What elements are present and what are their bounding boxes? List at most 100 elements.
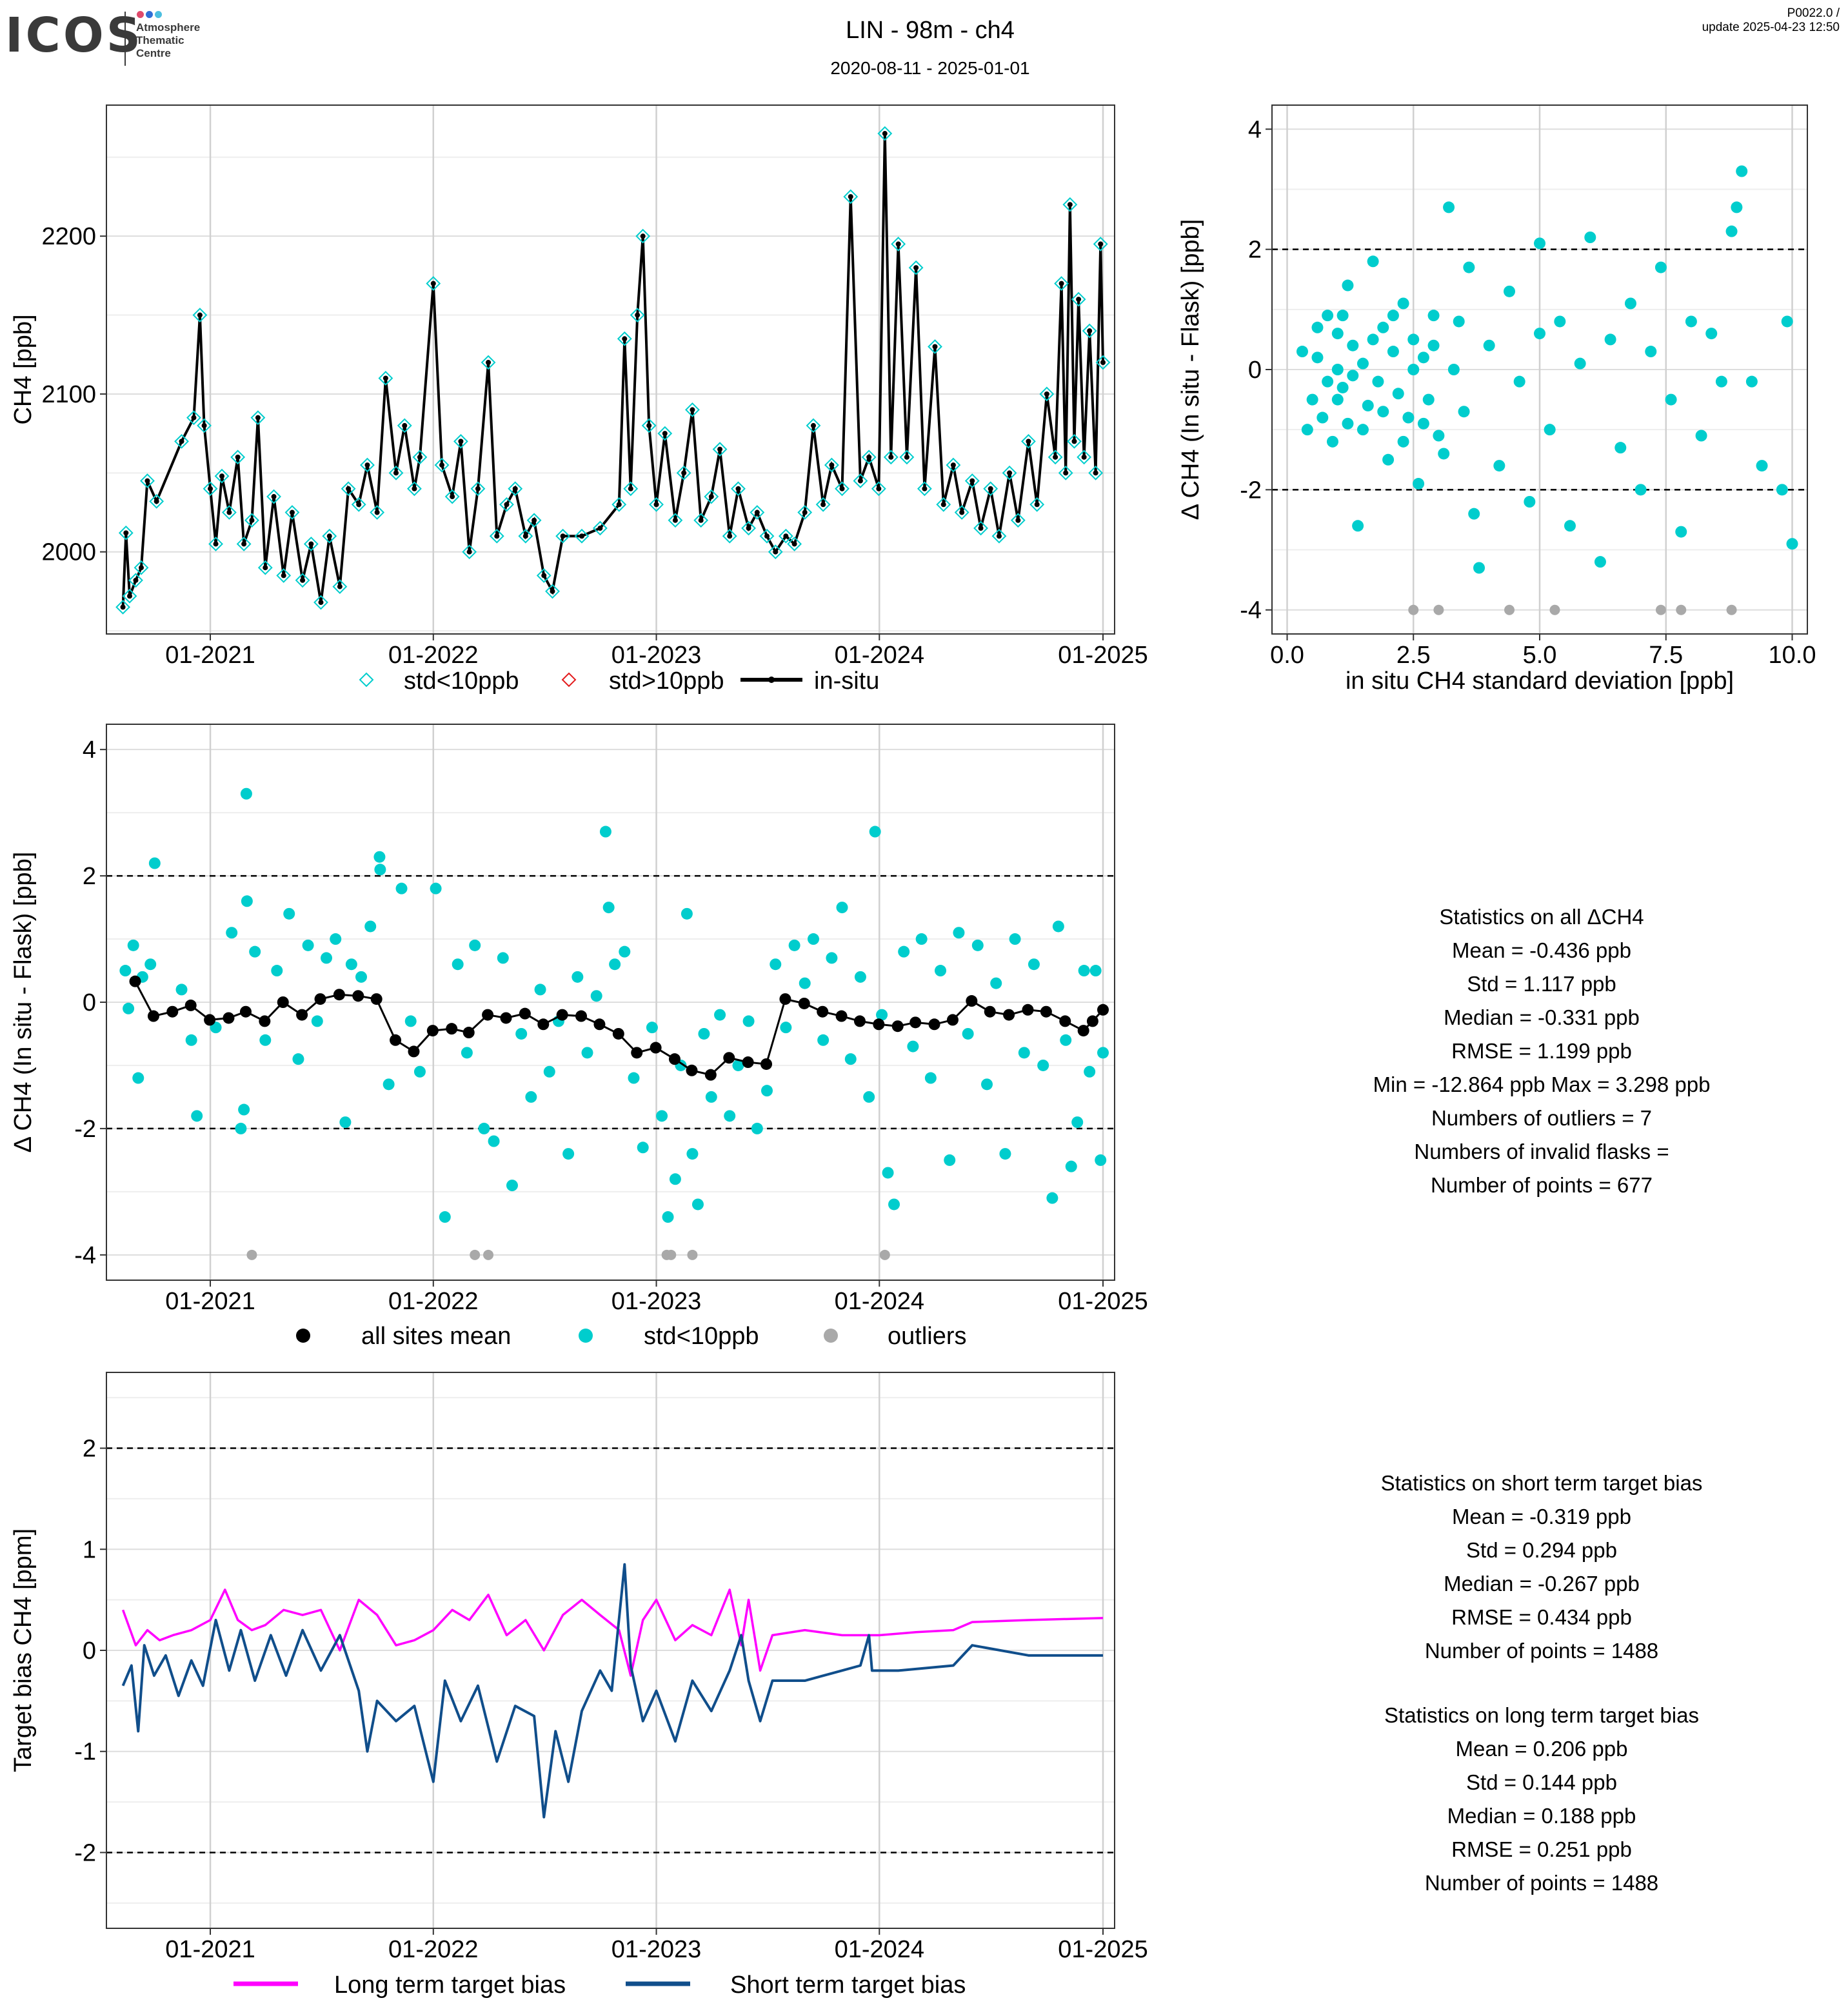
std-lt10-point: [1311, 321, 1324, 333]
std-lt10-point: [241, 895, 253, 907]
mean-point: [760, 1058, 773, 1070]
std-lt10-point: [637, 1142, 649, 1154]
legend-short-term-label: Short term target bias: [730, 1972, 966, 1999]
in-situ-point: [857, 478, 863, 484]
std-lt10-point: [780, 1022, 792, 1034]
std-lt10-point: [944, 1154, 956, 1166]
y-tick-label: 2000: [41, 539, 96, 566]
x-tick-label: 01-2023: [611, 642, 701, 669]
mean-point: [556, 1009, 568, 1021]
std-lt10-point: [656, 1110, 668, 1122]
flask-diamond: [768, 544, 783, 560]
flask-diamond: [536, 568, 551, 583]
in-situ-point: [1053, 454, 1058, 460]
mean-point: [723, 1052, 735, 1064]
x-tick-label: 0.0: [1270, 642, 1304, 669]
std-lt10-point: [1322, 310, 1334, 322]
flask-diamond: [936, 497, 951, 512]
in-situ-point: [475, 486, 481, 491]
flask-diamond: [617, 331, 632, 346]
flask-diamond: [835, 481, 849, 497]
in-situ-point: [494, 533, 500, 539]
std-lt10-point: [127, 939, 139, 951]
mean-point: [223, 1012, 235, 1024]
std-lt10-point: [1377, 406, 1389, 418]
mean-point: [129, 975, 141, 987]
std-lt10-point: [1665, 393, 1677, 406]
flask-diamond: [1002, 465, 1017, 480]
in-situ-point: [1007, 470, 1013, 476]
std-lt10-point: [1372, 375, 1384, 388]
mean-point: [779, 993, 791, 1005]
mean-point: [204, 1014, 216, 1026]
flask-diamond: [712, 442, 728, 457]
in-situ-point: [754, 509, 760, 515]
in-situ-point: [969, 478, 975, 484]
flask-diamond: [303, 537, 319, 551]
std-lt10-point: [1037, 1059, 1049, 1071]
in-situ-point: [402, 422, 408, 428]
flask-diamond: [1054, 276, 1069, 292]
flask-diamond: [871, 481, 886, 497]
std-lt10-point: [311, 1015, 323, 1027]
mean-point: [352, 990, 364, 1002]
x-tick-label: 10.0: [1769, 642, 1816, 669]
stats-long-panel: Statistics on long term target bias Mean…: [1251, 1699, 1832, 1900]
in-situ-point: [616, 502, 622, 508]
std-lt10-point: [1524, 496, 1536, 508]
flask-diamond: [118, 525, 134, 540]
outlier-point: [470, 1249, 481, 1260]
std-lt10-point: [562, 1148, 575, 1160]
mean-point: [239, 1005, 252, 1018]
mean-point: [835, 1010, 848, 1022]
stats-delta-invalid: Numbers of invalid flasks =: [1414, 1140, 1669, 1163]
in-situ-point: [417, 454, 422, 460]
in-situ-point: [550, 588, 555, 594]
in-situ-point: [810, 422, 816, 428]
mean-point: [798, 997, 810, 1009]
flask-diamond: [236, 537, 252, 551]
std-lt10-point: [924, 1072, 937, 1084]
in-situ-point: [346, 486, 352, 491]
std-lt10-point: [876, 1009, 888, 1021]
flask-diamond: [685, 402, 700, 417]
in-situ-point: [356, 502, 362, 508]
mean-point: [1040, 1005, 1052, 1018]
in-situ-point: [337, 584, 343, 589]
in-situ-point: [219, 473, 225, 479]
flask-diamond: [623, 481, 639, 497]
std-lt10-point: [259, 1034, 272, 1046]
in-situ-point: [1058, 281, 1064, 286]
mean-point: [519, 1007, 531, 1020]
std-lt10-point: [962, 1027, 974, 1040]
in-situ-point: [226, 509, 232, 515]
mean-point: [537, 1018, 550, 1031]
flask-diamond: [797, 505, 813, 520]
in-situ-point: [727, 533, 733, 539]
y-tick-label: 2200: [41, 223, 96, 250]
flask-diamond: [555, 528, 571, 544]
std-lt10-point: [1463, 261, 1475, 273]
outlier-point: [687, 1249, 698, 1260]
std-lt10-point: [844, 1053, 857, 1065]
in-situ-point: [504, 502, 510, 508]
std-lt10-point: [1427, 310, 1440, 322]
std-lt10-point: [271, 965, 283, 977]
outlier-point: [879, 1249, 890, 1260]
std-lt10-point: [1407, 364, 1420, 375]
outlier-point: [1433, 604, 1444, 615]
flask-diamond: [140, 473, 155, 488]
in-situ-point: [876, 486, 882, 491]
std-lt10-point: [686, 1148, 699, 1160]
std-lt10-point: [732, 1059, 744, 1071]
x-tick-label: 01-2025: [1058, 1936, 1148, 1963]
std-lt10-point: [1052, 920, 1064, 933]
in-situ-point: [746, 526, 751, 531]
flask-diamond: [149, 493, 164, 509]
in-situ-point: [1100, 359, 1106, 365]
std-lt10-point: [1417, 417, 1429, 430]
std-lt10-point: [364, 920, 377, 933]
x-tick-label: 01-2022: [388, 642, 478, 669]
in-situ-point: [988, 486, 993, 491]
in-situ-point: [764, 533, 770, 539]
